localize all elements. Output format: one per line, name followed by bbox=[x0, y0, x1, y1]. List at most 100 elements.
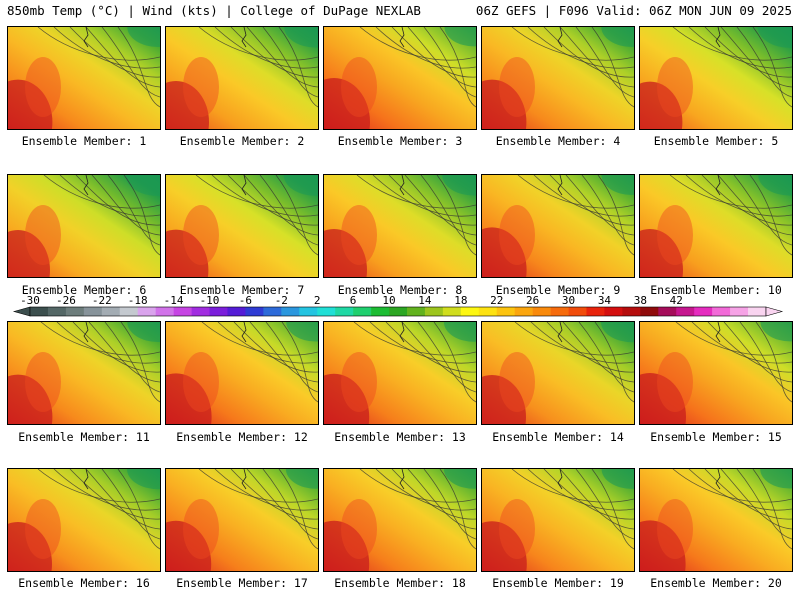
warm-core bbox=[640, 81, 683, 129]
height-contour bbox=[578, 322, 634, 393]
height-contour bbox=[369, 322, 476, 364]
height-contour bbox=[101, 27, 160, 98]
ensemble-member-map bbox=[323, 468, 477, 572]
warm-core bbox=[324, 520, 370, 571]
warm-core bbox=[8, 79, 53, 129]
colorbar-tick-label: -26 bbox=[56, 295, 76, 307]
warm-core bbox=[499, 57, 535, 117]
height-contour bbox=[436, 175, 476, 256]
height-contour bbox=[53, 27, 160, 69]
warm-core bbox=[25, 499, 61, 559]
ensemble-member-map bbox=[323, 174, 477, 278]
member-caption: Ensemble Member: 2 bbox=[179, 134, 305, 148]
colorbar-segment bbox=[245, 307, 264, 316]
coastline bbox=[399, 469, 405, 490]
coastline bbox=[399, 322, 405, 343]
colorbar-segment bbox=[299, 307, 318, 316]
colorbar-segment bbox=[281, 307, 300, 316]
height-contour bbox=[388, 175, 476, 226]
height-contour bbox=[214, 469, 318, 511]
colorbar-tick-label: -2 bbox=[275, 295, 288, 307]
warm-core bbox=[8, 230, 50, 277]
height-contour bbox=[385, 322, 476, 373]
colorbar-tick-label: 18 bbox=[454, 295, 467, 307]
colorbar-segment bbox=[460, 307, 480, 316]
member-caption: Ensemble Member: 18 bbox=[334, 576, 466, 590]
ensemble-member-map bbox=[639, 468, 793, 572]
colorbar-segment bbox=[712, 307, 731, 316]
warm-core bbox=[183, 57, 219, 117]
member-caption: Ensemble Member: 1 bbox=[21, 134, 147, 148]
colorbar-tick-label: -10 bbox=[200, 295, 220, 307]
ensemble-member-map bbox=[323, 321, 477, 425]
height-contour bbox=[533, 175, 634, 217]
height-contour bbox=[407, 27, 476, 88]
warm-core bbox=[657, 205, 693, 265]
member-caption: Ensemble Member: 11 bbox=[18, 430, 150, 444]
colorbar-segment bbox=[47, 307, 67, 316]
member-caption: Ensemble Member: 16 bbox=[18, 576, 150, 590]
height-contour bbox=[75, 175, 160, 226]
cool-core bbox=[442, 175, 476, 196]
height-contour bbox=[120, 322, 160, 403]
warm-core bbox=[341, 57, 377, 117]
cool-core bbox=[286, 322, 318, 342]
height-contour bbox=[278, 27, 318, 108]
warm-core bbox=[482, 227, 527, 277]
cool-core bbox=[127, 322, 160, 343]
member-caption: Ensemble Member: 8 bbox=[337, 283, 463, 297]
colorbar-tick-label: 26 bbox=[526, 295, 539, 307]
member-caption: Ensemble Member: 19 bbox=[492, 576, 624, 590]
colorbar-arrow-low bbox=[12, 306, 31, 317]
cool-core bbox=[125, 175, 160, 196]
coastline bbox=[557, 175, 563, 196]
ensemble-member-map bbox=[165, 468, 319, 572]
warm-core bbox=[183, 499, 219, 559]
height-contour bbox=[217, 322, 318, 364]
colorbar-segment bbox=[550, 307, 569, 316]
colorbar-tick-label: 6 bbox=[350, 295, 357, 307]
warm-core bbox=[640, 373, 686, 424]
colorbar-tick-label: -18 bbox=[128, 295, 148, 307]
warm-core bbox=[166, 229, 209, 277]
height-contour bbox=[233, 322, 318, 373]
coastline bbox=[715, 469, 721, 490]
member-caption: Ensemble Member: 7 bbox=[179, 283, 305, 297]
height-contour bbox=[56, 322, 160, 364]
member-caption: Ensemble Member: 9 bbox=[495, 283, 621, 297]
ensemble-member-map bbox=[481, 468, 635, 572]
ensemble-member-map bbox=[481, 321, 635, 425]
height-contour bbox=[246, 27, 318, 88]
height-contour bbox=[259, 175, 318, 246]
height-contour bbox=[688, 469, 792, 511]
colorbar-segment bbox=[658, 307, 677, 316]
cool-core bbox=[601, 322, 634, 343]
height-contour bbox=[91, 175, 160, 236]
colorbar-tick-label: -22 bbox=[92, 295, 112, 307]
height-contour bbox=[701, 175, 792, 226]
colorbar-segment bbox=[568, 307, 587, 316]
colorbar-tick-label: 34 bbox=[598, 295, 612, 307]
height-contour bbox=[72, 322, 160, 373]
temperature-colorbar: -30 -26 -22 -18 -14 -10 -6 -2 2 6 10 14 18 22 26 30 34 38… bbox=[12, 295, 784, 317]
colorbar-segment bbox=[335, 307, 354, 316]
member-caption: Ensemble Member: 3 bbox=[337, 134, 463, 148]
colorbar-segment bbox=[263, 307, 282, 316]
colorbar-segment bbox=[353, 307, 372, 316]
colorbar-segment bbox=[101, 307, 121, 316]
cool-core bbox=[760, 322, 792, 342]
warm-core bbox=[640, 229, 683, 277]
height-contour bbox=[720, 469, 792, 530]
height-contour bbox=[591, 469, 634, 550]
colorbar-tick-label: 14 bbox=[418, 295, 432, 307]
coastline bbox=[557, 469, 563, 490]
warm-core bbox=[657, 57, 693, 117]
colorbar-segment bbox=[676, 307, 695, 316]
height-contour bbox=[549, 175, 634, 226]
coastline bbox=[715, 322, 721, 343]
ensemble-member-map bbox=[639, 26, 793, 130]
height-contour bbox=[433, 322, 476, 403]
height-contour bbox=[227, 175, 318, 226]
ensemble-member-map bbox=[481, 174, 635, 278]
cool-core bbox=[601, 175, 634, 195]
